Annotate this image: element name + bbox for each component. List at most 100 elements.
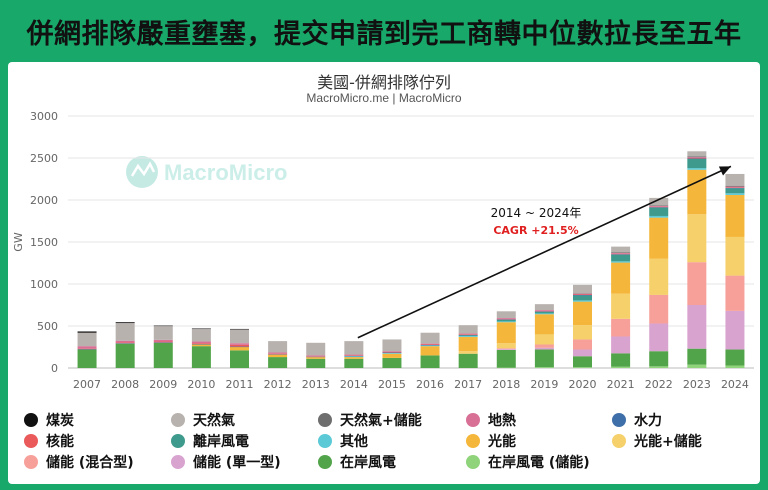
bar-segment [573, 339, 592, 350]
y-axis: 0 500 1000 1500 2000 2500 3000 GW [12, 110, 58, 375]
bar-segment [230, 343, 249, 345]
bar-segment [191, 341, 211, 344]
bar-segment [153, 326, 173, 340]
legend-item[interactable]: 核能 [24, 431, 74, 451]
legend-swatch-icon [318, 434, 332, 448]
y-tick-label: 3000 [30, 110, 58, 123]
bar-segment [496, 319, 516, 322]
bar-segment [534, 349, 554, 368]
bar-segment [687, 158, 707, 159]
bar-segment [687, 157, 707, 158]
legend-label: 離岸風電 [193, 434, 249, 450]
bar-segment [649, 207, 669, 216]
bar-segment [344, 357, 364, 359]
bar-segment [725, 310, 745, 350]
bar-segment [687, 151, 707, 157]
legend-item[interactable]: 儲能 (單一型) [171, 452, 281, 472]
watermark-text: MacroMicro [164, 160, 287, 185]
legend-swatch-icon [466, 434, 480, 448]
legend-item[interactable]: 煤炭 [24, 410, 74, 430]
bar-segment [649, 205, 669, 206]
legend-item[interactable]: 地熱 [466, 410, 516, 430]
bar-segment [115, 340, 135, 343]
bar-segment [534, 347, 554, 350]
legend-item[interactable]: 在岸風電 (儲能) [466, 452, 590, 472]
bar-segment [649, 215, 669, 218]
bar-segment [382, 352, 402, 353]
y-tick-label: 2000 [30, 194, 58, 207]
legend-swatch-icon [171, 434, 185, 448]
x-axis: 2007 2008 2009 2010 2011 2012 2013 2014 2015 2016… [73, 378, 749, 391]
bar-segment [344, 358, 364, 368]
chart-subtitle: MacroMicro.me | MacroMicro [306, 91, 462, 105]
bar-segment [534, 334, 554, 345]
bar-segment [306, 357, 326, 359]
bar-segment [649, 197, 669, 206]
legend-swatch-icon [171, 455, 185, 469]
bar-segment [420, 344, 440, 345]
y-tick-label: 2500 [30, 152, 58, 165]
bar-segment [230, 329, 249, 344]
legend-swatch-icon [612, 434, 626, 448]
legend-item[interactable]: 儲能 (混合型) [24, 452, 134, 472]
legend-item[interactable]: 天然氣+儲能 [318, 410, 422, 430]
bar-segment [115, 343, 135, 344]
bar-segment [344, 355, 364, 357]
x-tick-label: 2008 [111, 378, 139, 391]
bar-segment [344, 341, 364, 355]
bar-segment [230, 350, 249, 368]
bar-segment [77, 331, 97, 333]
bar-segment [458, 333, 478, 335]
bar-segment [573, 349, 592, 357]
bar-segment [458, 351, 478, 354]
bar-segment [725, 187, 745, 189]
x-tick-label: 2007 [73, 378, 101, 391]
bar-segment [306, 358, 326, 368]
legend-swatch-icon [318, 455, 332, 469]
bar-segment [725, 193, 745, 195]
bar-segment [306, 342, 326, 356]
bar-segment [191, 346, 211, 368]
bar-segment [573, 295, 592, 301]
legend-item[interactable]: 天然氣 [171, 410, 235, 430]
bar-segment [649, 207, 669, 208]
trend-arrow-head [718, 166, 731, 176]
legend-item[interactable]: 其他 [318, 431, 368, 451]
legend-item[interactable]: 光能 [466, 431, 516, 451]
x-tick-label: 2024 [721, 378, 749, 391]
bar-segment [382, 352, 402, 354]
bar-segment [649, 258, 669, 295]
legend-item[interactable]: 在岸風電 [318, 452, 396, 472]
bar-segment [115, 343, 135, 368]
legend-label: 在岸風電 [340, 455, 396, 471]
bar-segment [191, 343, 211, 345]
bar-segment [649, 206, 669, 208]
legend-label: 天然氣+儲能 [340, 413, 422, 429]
bar-segment [115, 322, 135, 324]
legend-swatch-icon [466, 413, 480, 427]
bar-segment [268, 357, 288, 368]
bar-segment [153, 339, 173, 342]
bar-segment [420, 345, 440, 347]
x-tick-label: 2010 [187, 378, 215, 391]
bar-segment [268, 341, 288, 353]
legend-item[interactable]: 離岸風電 [171, 431, 249, 451]
bar-segment [534, 311, 554, 312]
bar-segment [382, 353, 402, 358]
bar-segment [115, 323, 135, 341]
bar-segment [573, 300, 592, 302]
bar-segment [534, 310, 554, 311]
legend-item[interactable]: 光能+儲能 [612, 431, 702, 451]
bar-segment [573, 367, 592, 368]
bar-segment [687, 158, 707, 169]
bar-segment [496, 319, 516, 320]
bar-segment [573, 293, 592, 295]
bar-segment [725, 275, 745, 311]
legend-item[interactable]: 水力 [612, 410, 662, 430]
legend-label: 儲能 (混合型) [46, 455, 134, 471]
x-tick-label: 2017 [454, 378, 482, 391]
bar-segment [230, 346, 249, 348]
legend-swatch-icon [318, 413, 332, 427]
bar-segment [649, 217, 669, 259]
annotation-period: 2014 ~ 2024年 [491, 206, 582, 220]
